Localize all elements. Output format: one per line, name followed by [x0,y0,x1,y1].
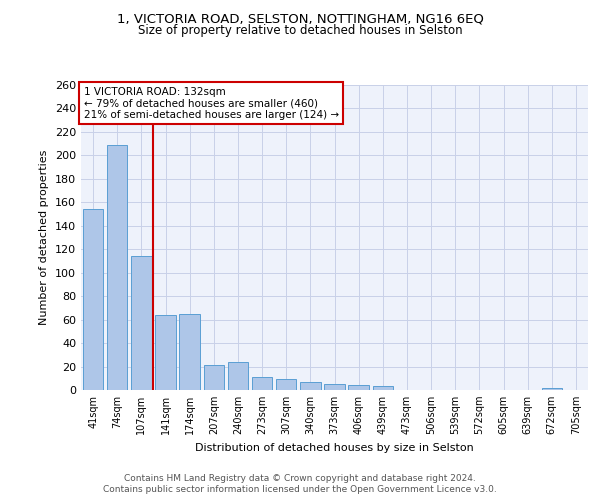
Bar [373,386,393,390]
Text: 1, VICTORIA ROAD, SELSTON, NOTTINGHAM, NG16 6EQ: 1, VICTORIA ROAD, SELSTON, NOTTINGHAM, N… [116,12,484,26]
Bar [203,366,224,390]
Bar [83,210,103,390]
Bar [131,256,152,390]
Text: 1 VICTORIA ROAD: 132sqm
← 79% of detached houses are smaller (460)
21% of semi-d: 1 VICTORIA ROAD: 132sqm ← 79% of detache… [83,86,338,120]
Y-axis label: Number of detached properties: Number of detached properties [40,150,49,325]
Bar [227,362,248,390]
Bar [300,382,320,390]
Text: Contains HM Land Registry data © Crown copyright and database right 2024.
Contai: Contains HM Land Registry data © Crown c… [103,474,497,494]
Bar [324,384,345,390]
Text: Size of property relative to detached houses in Selston: Size of property relative to detached ho… [137,24,463,37]
Bar [252,377,272,390]
Bar [542,388,562,390]
Bar [107,145,127,390]
X-axis label: Distribution of detached houses by size in Selston: Distribution of detached houses by size … [195,442,474,452]
Bar [155,315,176,390]
Bar [349,386,369,390]
Bar [179,314,200,390]
Bar [276,380,296,390]
